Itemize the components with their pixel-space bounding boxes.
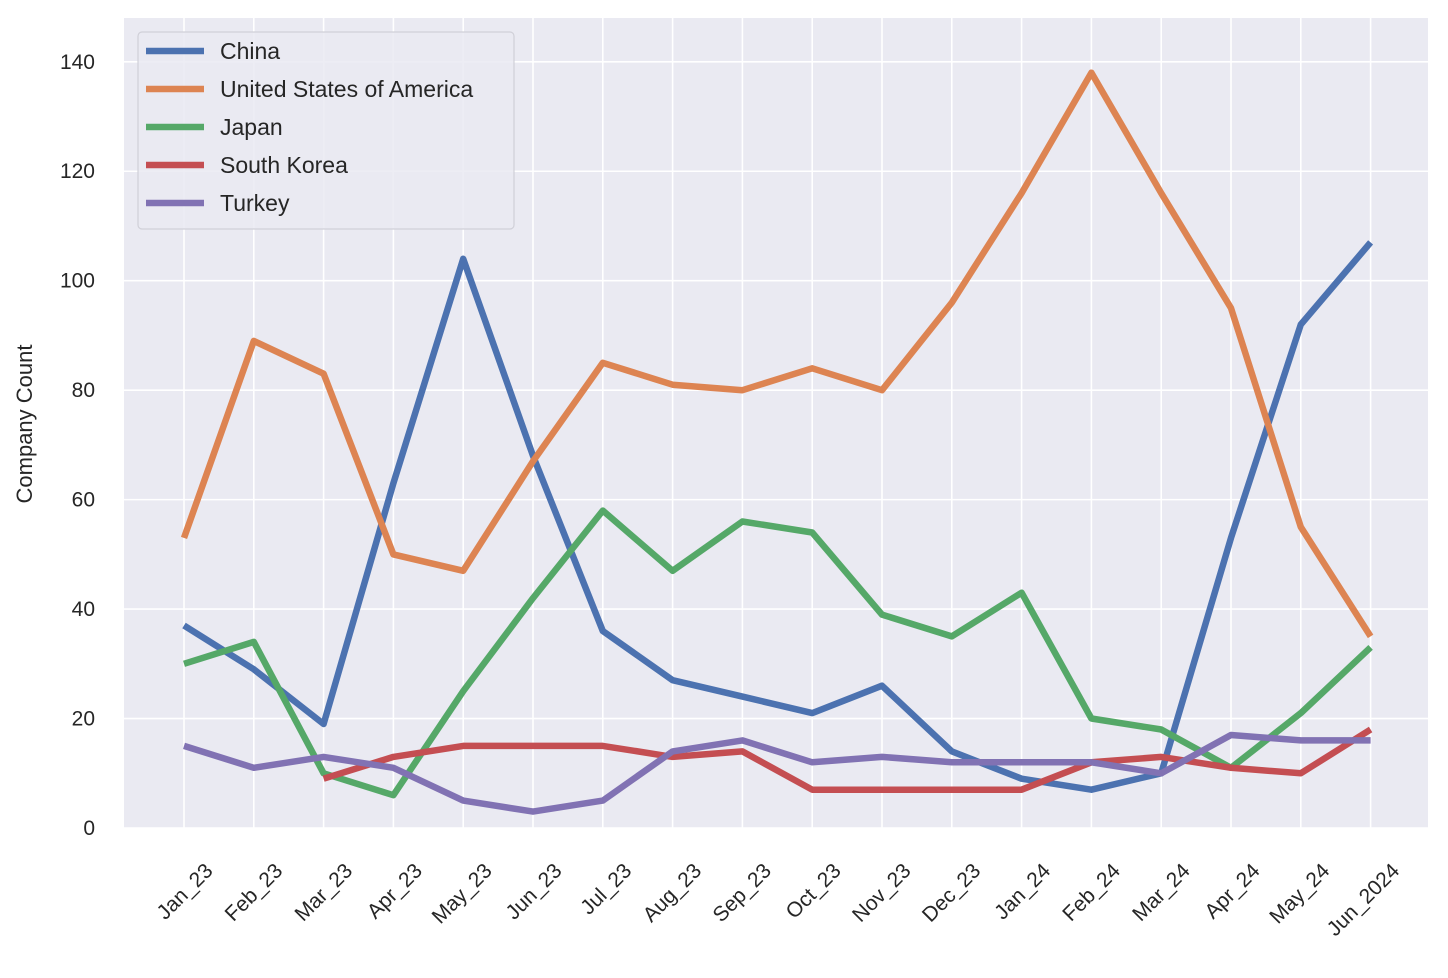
x-tick-label: Feb_24 [1058,859,1125,926]
series-lines [180,69,1374,815]
y-tick-label: 120 [60,160,95,183]
legend-label-united-states-of-america: United States of America [220,76,473,102]
x-tick-label: Jun_23 [502,859,567,924]
series-line-turkey [183,731,1371,815]
x-tick-label: Dec_23 [918,859,985,926]
legend-box [137,31,515,230]
series-line-south-korea [322,726,1373,793]
y-tick-label: 60 [72,489,95,512]
x-tick-label: Apr_23 [363,859,427,923]
y-tick-label: 100 [60,270,95,293]
x-axis-ticks: Jan_23 Feb_23 Mar_23 Apr_23 May_23 Jun_23 Jul_… [153,859,1405,941]
legend-label-japan: Japan [220,114,283,140]
x-tick-label: Mar_24 [1128,859,1195,926]
x-tick-label: Jun_2024 [1323,859,1405,941]
x-tick-label: Oct_23 [782,859,846,923]
x-tick-label: Apr_24 [1200,859,1264,923]
x-tick-label: May_24 [1265,859,1334,928]
x-tick-label: Sep_23 [708,859,775,926]
x-tick-label: Nov_23 [848,859,915,926]
y-tick-label: 0 [83,817,95,840]
y-axis-label: Company Count [12,345,37,504]
legend-label-south-korea: South Korea [220,152,348,178]
legend-label-china: China [220,38,280,64]
y-tick-label: 40 [72,598,95,621]
x-tick-label: Jul_23 [576,859,636,919]
x-tick-label: Jan_24 [990,859,1055,924]
x-tick-label: Aug_23 [639,859,706,926]
x-tick-label: Jan_23 [153,859,218,924]
y-axis-ticks: 0 20 40 60 80 100 120 140 [60,51,95,840]
x-tick-label: May_23 [428,859,497,928]
series-line-united-states-of-america [180,69,1374,639]
series-line-japan [183,507,1373,799]
x-tick-label: Feb_23 [221,859,288,926]
legend-label-turkey: Turkey [220,190,290,216]
y-tick-label: 20 [72,708,95,731]
y-tick-label: 80 [72,379,95,402]
y-tick-label: 140 [60,51,95,74]
x-tick-label: Mar_23 [291,859,358,926]
legend: China United States of America Japan South … [137,31,515,230]
